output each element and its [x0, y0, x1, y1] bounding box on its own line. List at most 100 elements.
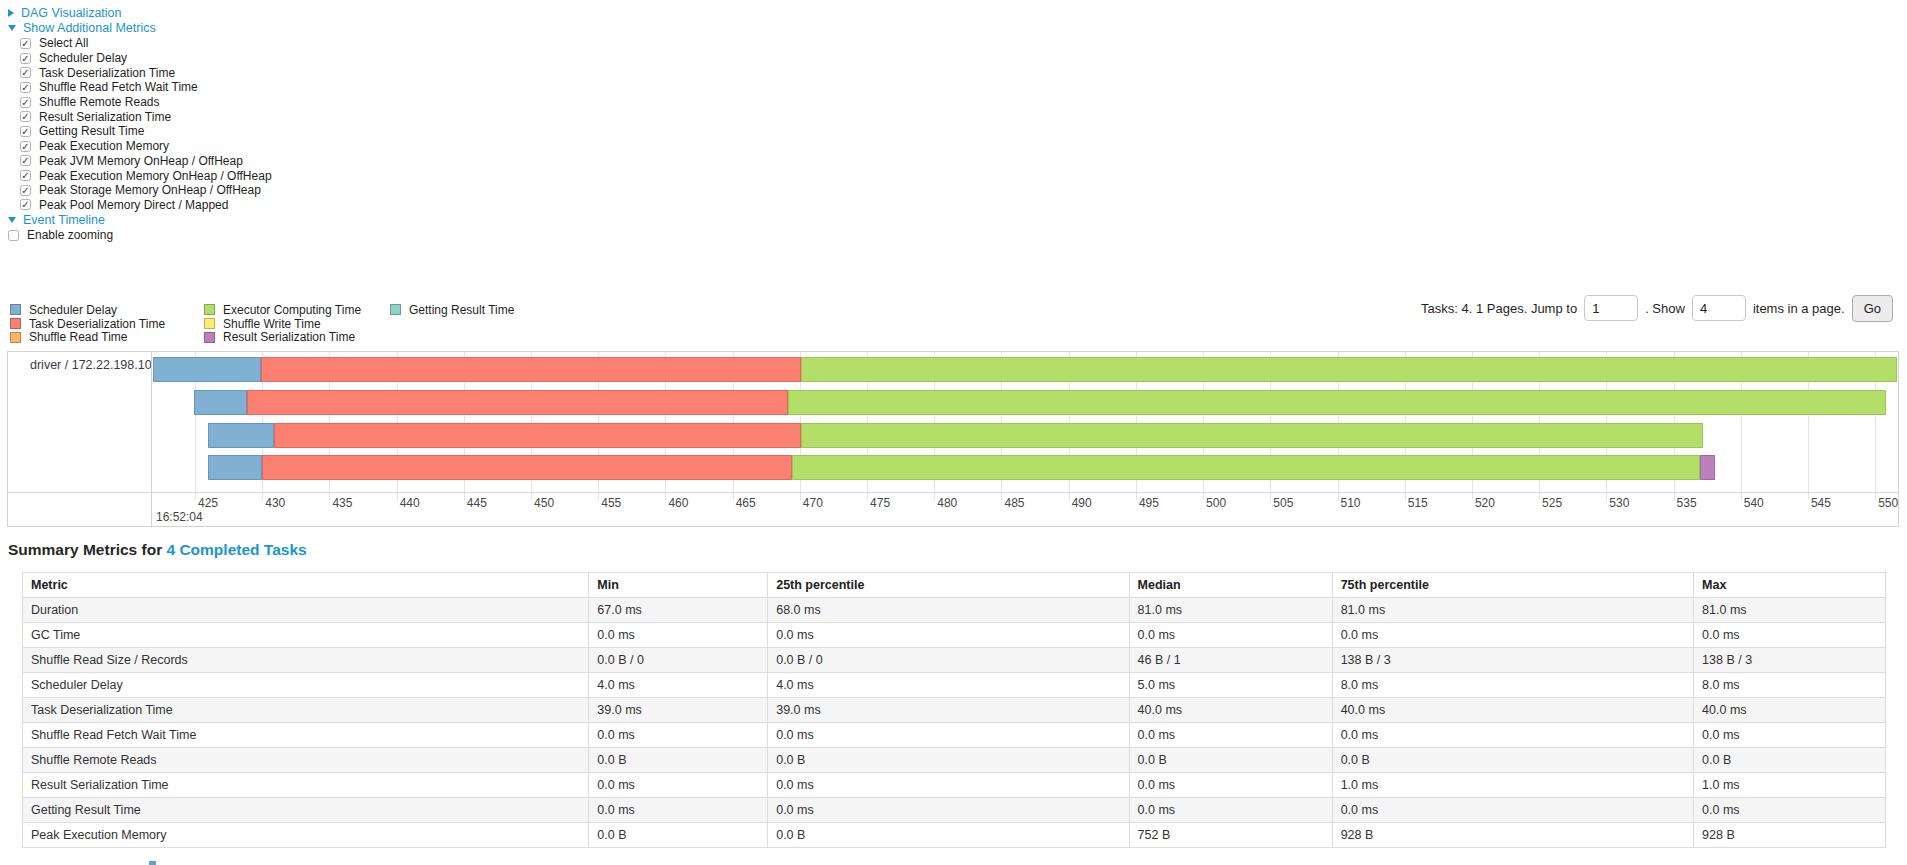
event-timeline-label: Event Timeline [23, 213, 105, 227]
axis-tick-label: 460 [668, 496, 688, 510]
task-segment-task-deserialization[interactable] [261, 357, 801, 382]
checkbox-icon [20, 155, 31, 166]
metric-checkbox-label: Getting Result Time [39, 124, 144, 138]
task-segment-executor-computing[interactable] [788, 390, 1886, 415]
checkbox-icon [20, 97, 31, 108]
tick-mark [1069, 493, 1070, 500]
legend-item: Result Serialization Time [204, 330, 361, 344]
metric-value-cell: 0.0 ms [589, 798, 768, 823]
metric-value-cell: 8.0 ms [1332, 673, 1693, 698]
metric-checkbox[interactable]: Getting Result Time [20, 124, 272, 139]
metric-checkbox[interactable]: Peak JVM Memory OnHeap / OffHeap [20, 154, 272, 169]
metric-checkbox-label: Scheduler Delay [39, 51, 127, 65]
task-segment-scheduler-delay[interactable] [208, 423, 274, 448]
tick-mark [665, 493, 666, 500]
task-segment-scheduler-delay[interactable] [153, 357, 261, 382]
tick-mark [1001, 493, 1002, 500]
metric-name-cell: Shuffle Read Fetch Wait Time [23, 723, 589, 748]
metric-checkbox[interactable]: Peak Execution Memory [20, 139, 272, 154]
metric-checkbox[interactable]: Task Deserialization Time [20, 65, 272, 80]
checkbox-icon [20, 38, 31, 49]
table-row: Shuffle Read Size / Records0.0 B / 00.0 … [23, 648, 1886, 673]
legend-item: Executor Computing Time [204, 303, 361, 317]
go-button[interactable]: Go [1852, 295, 1893, 322]
timeline-x-axis: 16:52:04 4254304354404454504554604654704… [8, 492, 1898, 526]
legend-column: Scheduler DelayTask Deserialization Time… [10, 303, 165, 344]
metric-checkbox[interactable]: Select All [20, 36, 272, 51]
tick-mark [1472, 493, 1473, 500]
table-row: Task Deserialization Time39.0 ms39.0 ms4… [23, 698, 1886, 723]
metric-name-cell: Getting Result Time [23, 798, 589, 823]
legend-swatch-icon [204, 304, 215, 315]
metric-name-cell: Peak Execution Memory [23, 823, 589, 848]
legend-item: Shuffle Write Time [204, 317, 361, 331]
tick-mark [800, 493, 801, 500]
metric-value-cell: 0.0 ms [768, 798, 1129, 823]
metric-checkbox[interactable]: Peak Execution Memory OnHeap / OffHeap [20, 168, 272, 183]
axis-tick-label: 435 [332, 496, 352, 510]
metric-name-cell: Result Serialization Time [23, 773, 589, 798]
metric-name-cell: Shuffle Read Size / Records [23, 648, 589, 673]
legend-swatch-icon [10, 332, 21, 343]
metric-value-cell: 0.0 ms [1332, 798, 1693, 823]
metric-value-cell: 138 B / 3 [1694, 648, 1886, 673]
tick-mark [934, 493, 935, 500]
metric-value-cell: 0.0 ms [768, 773, 1129, 798]
metric-value-cell: 138 B / 3 [1332, 648, 1693, 673]
metric-checkbox[interactable]: Scheduler Delay [20, 51, 272, 66]
axis-tick-label: 520 [1475, 496, 1495, 510]
metric-checkbox[interactable]: Peak Storage Memory OnHeap / OffHeap [20, 183, 272, 198]
task-segment-scheduler-delay[interactable] [208, 455, 262, 480]
table-row: Shuffle Remote Reads0.0 B0.0 B0.0 B0.0 B… [23, 748, 1886, 773]
dag-visualization-link[interactable]: DAG Visualization [8, 6, 122, 20]
table-body: Duration67.0 ms68.0 ms81.0 ms81.0 ms81.0… [23, 598, 1886, 848]
checkbox-icon [20, 82, 31, 93]
task-segment-task-deserialization[interactable] [274, 423, 801, 448]
task-segment-task-deserialization[interactable] [247, 390, 787, 415]
table-header-row: MetricMin25th percentileMedian75th perce… [23, 573, 1886, 598]
metric-value-cell: 81.0 ms [1129, 598, 1332, 623]
show-additional-metrics-link[interactable]: Show Additional Metrics [8, 21, 156, 35]
completed-tasks-link[interactable]: 4 Completed Tasks [167, 541, 307, 558]
axis-tick-label: 470 [803, 496, 823, 510]
metric-checkbox[interactable]: Shuffle Remote Reads [20, 95, 272, 110]
items-per-page-input[interactable] [1692, 295, 1746, 321]
task-segment-executor-computing[interactable] [801, 423, 1703, 448]
event-timeline-link[interactable]: Event Timeline [8, 213, 105, 227]
enable-zooming-checkbox[interactable]: Enable zooming [8, 228, 113, 243]
axis-tick-label: 490 [1072, 496, 1092, 510]
show-additional-metrics-label: Show Additional Metrics [23, 21, 156, 35]
axis-tick-label: 445 [467, 496, 487, 510]
task-pagination: Tasks: 4. 1 Pages. Jump to . Show items … [1421, 293, 1893, 323]
table-row: Duration67.0 ms68.0 ms81.0 ms81.0 ms81.0… [23, 598, 1886, 623]
task-segment-result-serialization[interactable] [1700, 455, 1715, 480]
axis-tick-label: 465 [736, 496, 756, 510]
task-segment-executor-computing[interactable] [801, 357, 1896, 382]
table-header-cell: Median [1129, 573, 1332, 598]
legend-swatch-icon [204, 332, 215, 343]
metric-checkbox[interactable]: Peak Pool Memory Direct / Mapped [20, 198, 272, 213]
axis-tick-label: 545 [1811, 496, 1831, 510]
enable-zooming-label: Enable zooming [27, 228, 113, 242]
tick-mark [464, 493, 465, 500]
tick-mark [397, 493, 398, 500]
metric-checkbox[interactable]: Shuffle Read Fetch Wait Time [20, 80, 272, 95]
pagination-items-label: items in a page. [1753, 301, 1845, 316]
legend-column: Getting Result Time [390, 303, 514, 317]
metric-value-cell: 68.0 ms [768, 598, 1129, 623]
metric-value-cell: 39.0 ms [589, 698, 768, 723]
task-segment-executor-computing[interactable] [792, 455, 1701, 480]
metric-checkbox-label: Peak Execution Memory OnHeap / OffHeap [39, 169, 272, 183]
metric-value-cell: 81.0 ms [1332, 598, 1693, 623]
checkbox-icon [20, 185, 31, 196]
task-segment-scheduler-delay[interactable] [194, 390, 248, 415]
metric-checkbox-label: Peak JVM Memory OnHeap / OffHeap [39, 154, 243, 168]
tick-mark [1405, 493, 1406, 500]
jump-to-page-input[interactable] [1584, 295, 1638, 321]
task-segment-task-deserialization[interactable] [262, 455, 792, 480]
metric-checkbox[interactable]: Result Serialization Time [20, 109, 272, 124]
tick-mark [195, 493, 196, 500]
tick-mark [1270, 493, 1271, 500]
checkbox-icon [20, 67, 31, 78]
expanded-arrow-icon [8, 217, 16, 223]
